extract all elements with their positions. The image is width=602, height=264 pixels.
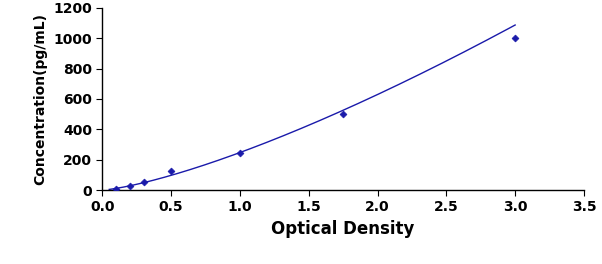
Y-axis label: Concentration(pg/mL): Concentration(pg/mL)	[34, 13, 48, 185]
X-axis label: Optical Density: Optical Density	[272, 220, 415, 238]
